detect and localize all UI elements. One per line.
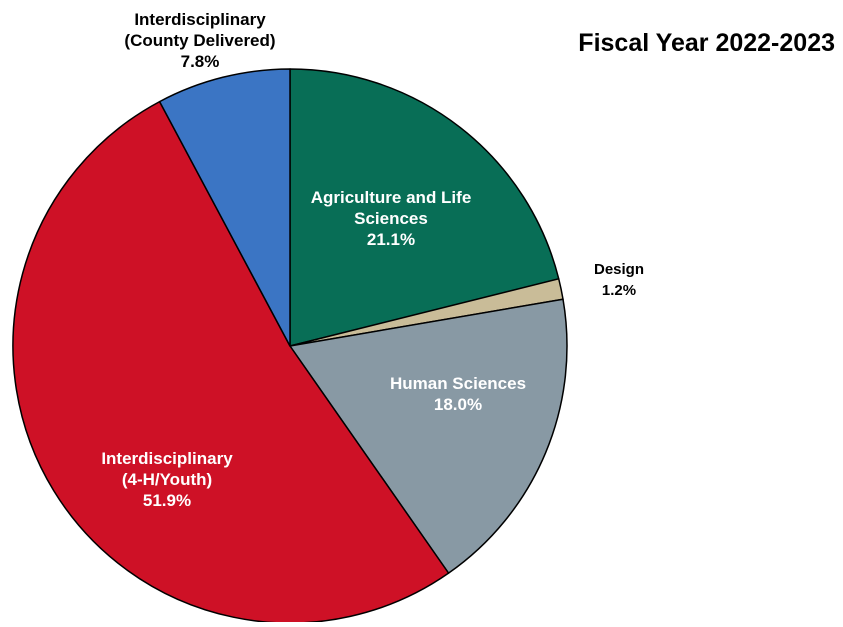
pie-labels: Agriculture and Life Sciences 21.1% Design 1… xyxy=(101,10,644,510)
slice-name-label: Interdisciplinary xyxy=(101,449,233,468)
slice-label-agriculture: Agriculture and Life Sciences 21.1% xyxy=(311,188,472,249)
slice-label-interdisciplinary-4h-youth: Interdisciplinary (4-H/Youth) 51.9% xyxy=(101,449,233,510)
pie-slice-interdisciplinary-4h-youth xyxy=(12,100,450,624)
slice-name-label: Design xyxy=(594,261,644,278)
slice-value-label: 18.0% xyxy=(434,395,482,414)
slice-name-label: (4-H/Youth) xyxy=(122,470,212,489)
slice-label-interdisciplinary-county: Interdisciplinary (County Delivered) 7.8% xyxy=(124,10,275,71)
slice-name-label: Human Sciences xyxy=(390,374,526,393)
slice-value-label: 21.1% xyxy=(367,230,415,249)
pie-slice-agriculture xyxy=(289,68,560,347)
slice-name-label: Sciences xyxy=(354,209,428,228)
slice-name-label: Agriculture and Life xyxy=(311,188,472,207)
slice-label-design: Design 1.2% xyxy=(594,261,644,299)
pie-slice-human-sciences xyxy=(289,298,568,574)
pie-slice-interdisciplinary-county xyxy=(158,68,291,347)
slice-value-label: 51.9% xyxy=(143,491,191,510)
slice-label-human-sciences: Human Sciences 18.0% xyxy=(390,374,526,414)
slice-name-label: (County Delivered) xyxy=(124,31,275,50)
chart-title: Fiscal Year 2022-2023 xyxy=(578,29,835,57)
slice-name-label: Interdisciplinary xyxy=(134,10,266,29)
pie-slices xyxy=(12,68,568,624)
slice-value-label: 1.2% xyxy=(602,282,636,299)
slice-value-label: 7.8% xyxy=(181,52,220,71)
